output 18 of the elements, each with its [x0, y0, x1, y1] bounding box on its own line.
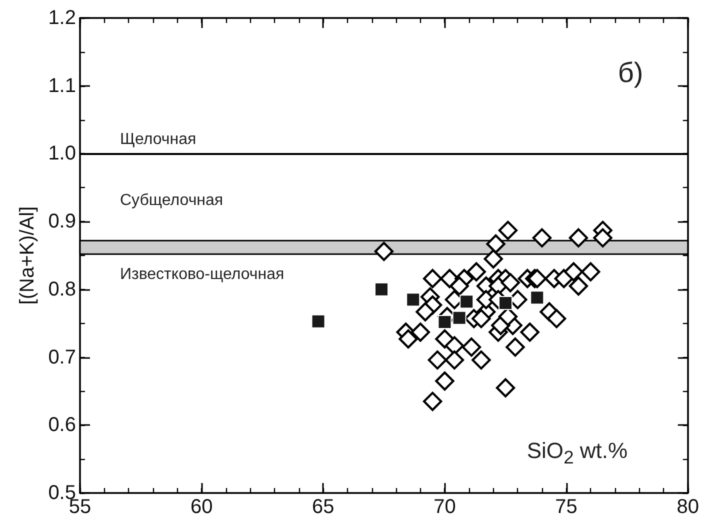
x-tick-label: 60: [190, 496, 213, 518]
annotation: б): [618, 57, 644, 89]
y-tick-label: 1.2: [48, 7, 76, 29]
y-tick-label: 0.8: [48, 278, 76, 300]
ref-line-label: Щелочная: [120, 131, 196, 148]
x-tick-label: 65: [312, 496, 334, 518]
y-tick-label: 0.7: [48, 346, 76, 368]
annotation: Известково-щелочная: [120, 266, 284, 284]
y-tick-label: 0.6: [48, 414, 76, 436]
x-tick-label: 80: [676, 496, 699, 518]
y-tick-label: 1.1: [48, 74, 76, 97]
annotation: Субщелочная: [120, 192, 224, 210]
y-axis-title: [(Na+K)/Al]: [16, 206, 38, 305]
x-axis-title: SiO$_{2}$ wt.%: [526, 438, 628, 468]
x-tick-label: 75: [555, 496, 578, 518]
y-tick-label: 1.0: [48, 142, 76, 165]
y-tick-label: 0.9: [48, 210, 76, 233]
x-tick-label: 70: [434, 496, 456, 518]
